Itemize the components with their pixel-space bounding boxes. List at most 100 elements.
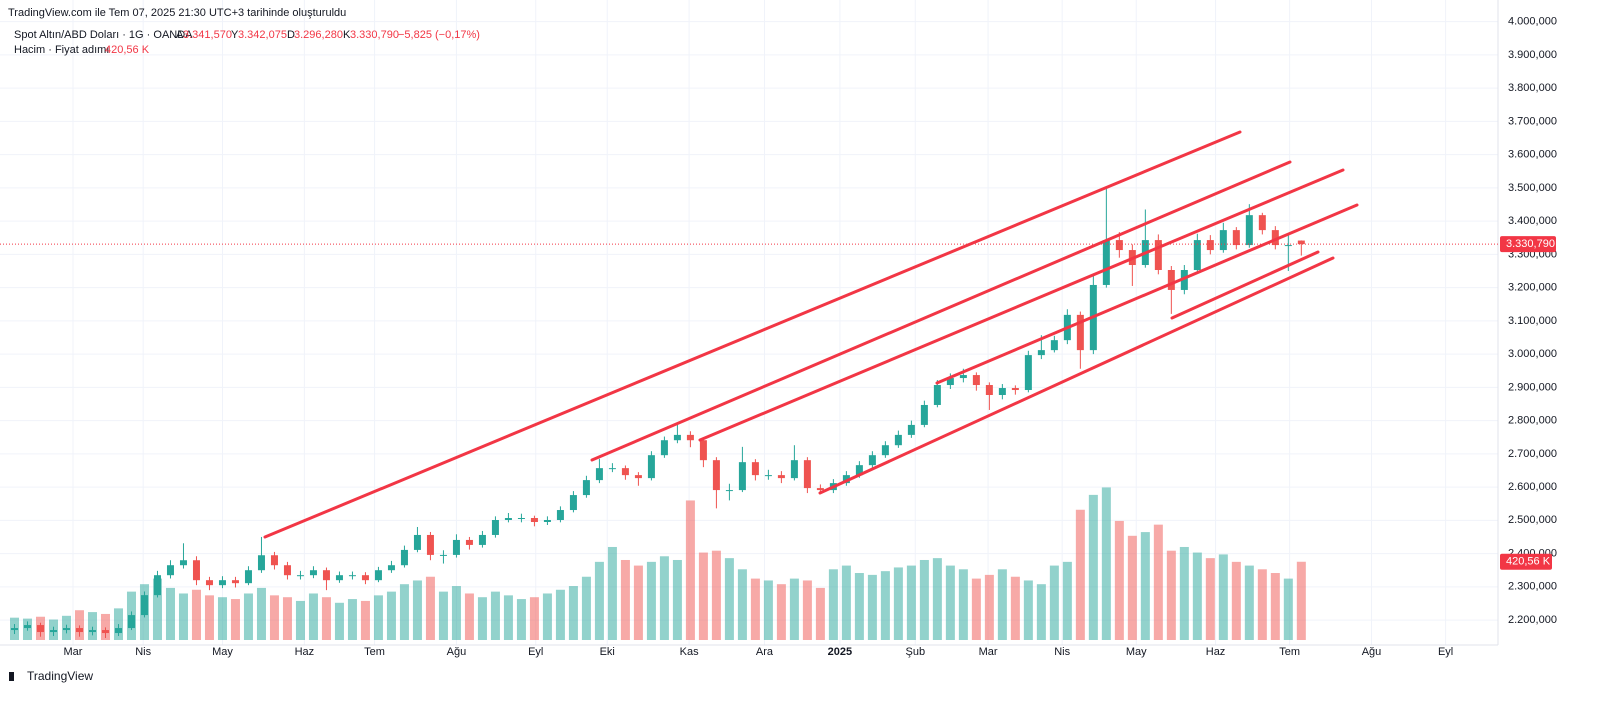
candle-body	[712, 460, 720, 491]
y-tick-label: 3.200,000	[1508, 282, 1557, 294]
candle-body	[127, 615, 135, 629]
volume-bar	[841, 565, 851, 640]
candle-body	[1284, 245, 1292, 247]
volume-bar	[581, 576, 591, 640]
volume-bar	[321, 597, 331, 640]
change: −5,825 (−0,17%)	[398, 29, 480, 41]
candle-body	[166, 565, 174, 576]
volume-bar	[594, 561, 604, 640]
volume-bar	[1166, 550, 1176, 640]
volume-bar	[750, 578, 760, 640]
candle-body	[1219, 230, 1227, 251]
volume-bar	[204, 595, 214, 640]
volume-bar	[737, 569, 747, 640]
volume-bar	[698, 552, 708, 640]
symbol: Spot Altın/ABD Doları · 1G · OANDA	[14, 29, 193, 41]
candle-body	[400, 549, 408, 566]
volume-bar	[256, 587, 266, 640]
x-tick-label: Ağu	[447, 646, 467, 658]
volume-bar	[776, 584, 786, 640]
volume-bar	[867, 574, 877, 640]
channel-line	[698, 168, 1345, 442]
candle-body	[504, 518, 512, 521]
logo: TradingView	[9, 669, 93, 683]
candle-body	[257, 555, 265, 571]
volume-bar	[815, 587, 825, 640]
volume-bar	[1023, 580, 1033, 640]
candle-body	[894, 434, 902, 446]
candle-body	[907, 424, 915, 435]
candle-body	[88, 630, 96, 633]
volume-title: Hacim · Fiyat adımı	[14, 44, 109, 56]
candle-body	[153, 575, 161, 596]
candle-body	[998, 388, 1006, 396]
candle-body	[673, 434, 681, 441]
volume-bar	[620, 559, 630, 640]
volume-bar	[308, 593, 318, 640]
volume-bar	[1205, 558, 1215, 640]
y-tick-label: 2.600,000	[1508, 481, 1557, 493]
y-tick-label: 3.100,000	[1508, 315, 1557, 327]
y-tick-label: 3.700,000	[1508, 115, 1557, 127]
x-tick-label: Nis	[1054, 646, 1070, 658]
ohlc-key: K	[343, 29, 351, 41]
volume-bar	[1179, 546, 1189, 640]
volume-bar	[1036, 584, 1046, 640]
candle-body	[1297, 240, 1305, 245]
candle-body	[101, 630, 109, 634]
volume-bar	[958, 569, 968, 640]
candle-body	[452, 539, 460, 555]
candle-body	[946, 378, 954, 386]
volume-bar	[360, 600, 370, 640]
candle-body	[1037, 350, 1045, 356]
y-tick-label: 3.900,000	[1508, 49, 1557, 61]
candle-body	[23, 625, 31, 629]
x-tick-label: Haz	[1206, 646, 1226, 658]
volume-bar	[1088, 494, 1098, 640]
grid	[0, 0, 1498, 645]
x-tick-label: May	[1126, 646, 1147, 658]
last-volume-label: 420,56 K	[1506, 556, 1551, 568]
volume-bar	[373, 595, 383, 640]
x-tick-label: Eyl	[1438, 646, 1453, 658]
volume-bar	[763, 580, 773, 640]
candle-body	[374, 570, 382, 581]
candle-body	[1102, 240, 1110, 285]
y-tick-label: 3.500,000	[1508, 182, 1557, 194]
volume-bar	[997, 569, 1007, 640]
candle-body	[49, 630, 57, 633]
candle-body	[1167, 270, 1175, 290]
volume-bar	[1127, 535, 1137, 640]
candle-body	[1011, 388, 1019, 391]
channel-line	[263, 130, 1242, 539]
candle-body	[686, 434, 694, 441]
x-tick-label: Tem	[364, 646, 385, 658]
candle-body	[595, 468, 603, 481]
last-volume-box	[1500, 553, 1552, 570]
channel-line	[590, 160, 1292, 462]
x-tick-label: May	[212, 646, 233, 658]
volume-bar	[607, 546, 617, 640]
volume-bar	[542, 593, 552, 640]
candle-body	[179, 560, 187, 566]
x-tick-label: Mar	[979, 646, 998, 658]
volume-bar	[789, 578, 799, 640]
x-tick-label: Nis	[135, 646, 151, 658]
volume-bar	[165, 587, 175, 640]
volume-bar	[334, 602, 344, 640]
candle-body	[569, 495, 577, 511]
ohlc-key: D	[287, 29, 295, 41]
axes: 2.200,0002.300,0002.400,0002.500,0002.60…	[0, 16, 1557, 658]
volume-bar	[152, 578, 162, 640]
volume-bar	[516, 599, 526, 640]
volume-bar	[295, 600, 305, 640]
candle-body	[621, 468, 629, 476]
volume-bar	[386, 591, 396, 640]
candle-body	[192, 560, 200, 581]
ohlc-key: A	[176, 29, 184, 41]
volume-bar	[711, 550, 721, 640]
volume-bar	[1075, 509, 1085, 640]
candle-body	[244, 570, 252, 584]
volume-bar	[880, 571, 890, 640]
